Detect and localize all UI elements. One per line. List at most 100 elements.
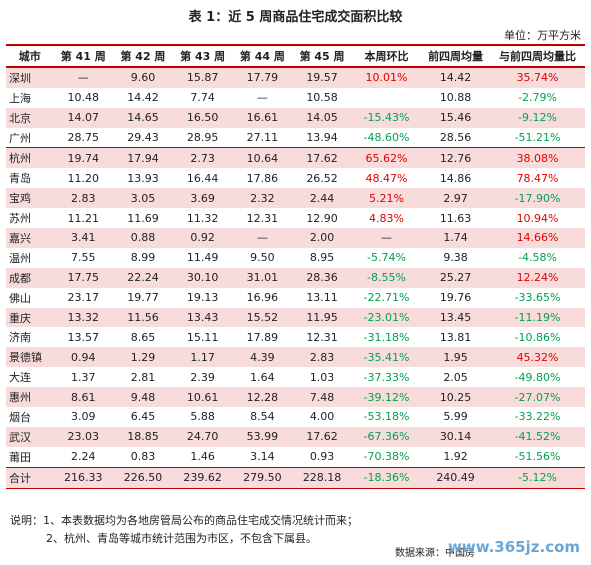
table-cell: 8.95 (309, 251, 335, 265)
table-row: 苏州 11.21 11.69 11.32 12.31 12.90 4.83% 11.63 10.… (6, 208, 585, 228)
table-cell: 合计 (6, 466, 54, 489)
table-cell: 4.00 (309, 410, 335, 424)
table-cell: 14.07 (53, 107, 114, 128)
table-row: 济南 13.57 8.65 15.11 17.89 12.31 -31.18% 13.81 -1… (6, 327, 585, 347)
note: 2、杭州、青岛等城市统计范围为市区，不包含下属县。 (46, 532, 317, 545)
table-cell: — (256, 91, 268, 105)
table-cell: 2.00 (292, 228, 352, 248)
table-cell: -37.33% (363, 370, 410, 384)
table-cell: 7.48 (292, 387, 352, 408)
table-cell: 19.76 (439, 291, 472, 305)
header-cell: 与前四周均量比 (490, 44, 585, 68)
header-cell: 城市 (6, 44, 54, 68)
table-cell: 15.11 (186, 330, 219, 344)
table-cell: 14.66% (490, 228, 585, 248)
table-cell: 9.48 (113, 387, 173, 408)
table-cell: 杭州 (6, 147, 54, 169)
table-cell: 5.21% (351, 188, 422, 209)
table-cell: -5.12% (490, 466, 585, 489)
header-cell: 第 42 周 (113, 44, 173, 68)
table-cell: 2.44 (292, 188, 352, 209)
table-cell: 226.50 (113, 466, 173, 489)
table-cell: 13.57 (67, 330, 100, 344)
table-cell: -11.19% (490, 307, 585, 328)
table-cell: 1.29 (113, 347, 173, 368)
table-cell: 279.50 (232, 466, 293, 489)
table-row: 合计 216.33 226.50 239.62 279.50 228.18 -18.36% 2… (6, 466, 585, 489)
table-cell: -15.43% (351, 107, 422, 128)
table-cell: 30.10 (172, 267, 233, 288)
table-cell: 大连 (9, 371, 31, 385)
note: 说明：1、本表数据均为各地房管局公布的商品住宅成交情况统计而来； (10, 514, 358, 527)
table-cell: 27.11 (232, 127, 293, 149)
table-cell: -2.79% (518, 91, 557, 105)
table-cell: 17.86 (246, 171, 279, 185)
table-cell: 3.14 (250, 450, 275, 464)
table-cell: 8.61 (53, 387, 114, 408)
table-row: 成都 17.75 22.24 30.10 31.01 28.36 -8.55% 25.27 12… (6, 267, 585, 288)
table-cell: 17.62 (292, 426, 352, 447)
table-cell: 3.41 (53, 228, 114, 248)
table-cell: 2.83 (292, 347, 352, 368)
table-cell: 10.64 (232, 147, 293, 169)
table-row: 惠州 8.61 9.48 10.61 12.28 7.48 -39.12% 10.25 -27.… (6, 387, 585, 408)
table-cell: 9.38 (443, 251, 468, 265)
table-cell: -27.07% (490, 387, 585, 408)
table-cell: 17.89 (246, 330, 279, 344)
table-cell: 景德镇 (6, 347, 54, 368)
table-cell: -33.22% (514, 410, 561, 424)
table-cell: 14.65 (113, 107, 173, 128)
table-cell: 6.45 (130, 410, 156, 424)
table-cell: 9.60 (113, 66, 173, 88)
table-cell: -4.58% (518, 251, 557, 265)
table-cell: 4.39 (232, 347, 293, 368)
table-cell: -17.90% (490, 188, 585, 209)
table-cell: 19.74 (53, 147, 114, 169)
table-cell: -22.71% (363, 291, 410, 305)
table-row: 杭州 19.74 17.94 2.73 10.64 17.62 65.62% 12.76 38.… (6, 147, 585, 169)
table-cell: -18.36% (351, 466, 422, 489)
table-cell: 2.05 (443, 370, 468, 384)
table-row: 深圳 —9.60 15.87 17.79 19.57 10.01% 14.42 35.74% (6, 66, 585, 88)
table-cell: 0.93 (309, 450, 335, 464)
table-cell: 31.01 (232, 267, 293, 288)
table-cell: 4.83% (369, 211, 404, 225)
table-cell: 2.39 (190, 370, 215, 384)
table-cell: -67.36% (351, 426, 422, 447)
table-cell: 烟台 (9, 410, 31, 424)
table-cell: -51.21% (490, 127, 585, 149)
table-cell: 239.62 (172, 466, 233, 489)
table-cell: 35.74% (490, 66, 585, 88)
table-cell: 2.97 (421, 188, 491, 209)
watermark: www.365jz.com (448, 538, 581, 556)
table-cell: 28.56 (421, 127, 491, 149)
table-row: 北京 14.07 14.65 16.50 16.61 14.05 -15.43% 15.46-… (6, 107, 585, 128)
table-row: 莆田 2.24 0.83 1.46 3.14 0.93 -70.38% 1.92 -51.56% (6, 447, 585, 467)
table-cell: -33.65% (514, 291, 561, 305)
table-cell: 14.42 (421, 66, 491, 88)
table-cell: 240.49 (421, 466, 491, 489)
table-row: 大连 1.37 2.81 2.39 1.64 1.03 -37.33% 2.05 -49.80% (6, 367, 585, 387)
table-cell: 济南 (9, 331, 31, 345)
table-cell: 苏州 (9, 212, 31, 226)
table-cell: 1.03 (309, 370, 335, 384)
table-cell: 佛山 (9, 291, 31, 305)
table-cell: -41.52% (490, 426, 585, 447)
table-cell: 宝鸡 (6, 188, 54, 209)
table-cell: 1.37 (71, 370, 96, 384)
table-cell: 0.94 (53, 347, 114, 368)
table-cell: 嘉兴 (6, 228, 54, 248)
table-cell: 11.20 (67, 171, 100, 185)
table-cell: 10.25 (421, 387, 491, 408)
table-cell: -48.60% (351, 127, 422, 149)
table-cell: 23.03 (53, 426, 114, 447)
table-cell: 7.55 (71, 251, 96, 265)
table-cell: 上海 (9, 91, 31, 105)
table-cell: -10.86% (514, 330, 561, 344)
table-row: 广州 28.75 29.43 28.95 27.11 13.94 -48.60% 28.56-… (6, 127, 585, 149)
source: 数据来源：中国房 (395, 548, 475, 559)
table-cell: 14.86 (439, 171, 472, 185)
table-row: 温州 7.55 8.99 11.49 9.50 8.95 -5.74% 9.38 -4.58% (6, 248, 585, 268)
table-cell: 10.88 (439, 91, 472, 105)
table-cell: 53.99 (232, 426, 293, 447)
